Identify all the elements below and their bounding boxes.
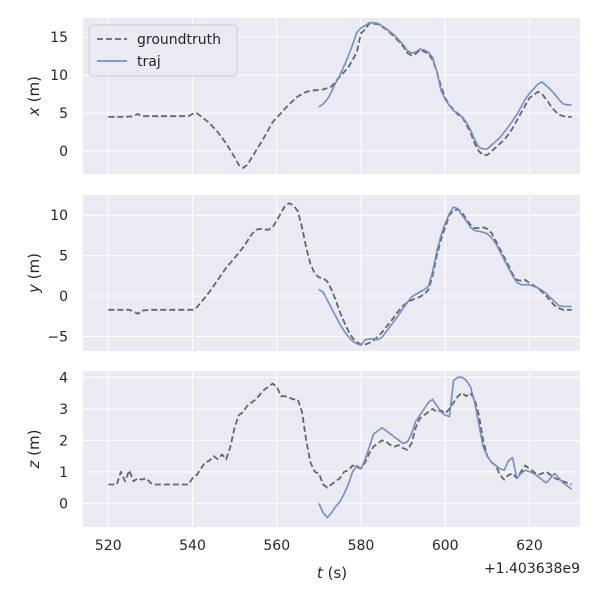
y-tick-label: 2 xyxy=(59,433,68,449)
x-tick-label: 600 xyxy=(432,538,459,554)
y-tick-label: 10 xyxy=(50,208,68,224)
x-axis-label: t (s) xyxy=(317,564,347,582)
y-tick-label: 0 xyxy=(59,496,68,512)
y-tick-label: 10 xyxy=(50,68,68,84)
plot-background xyxy=(83,195,580,351)
y-axis-label-var: y xyxy=(25,283,43,294)
y-tick-label: 4 xyxy=(59,370,68,386)
series-traj-line xyxy=(318,21,572,150)
y-tick-label: −5 xyxy=(47,329,68,345)
x-tick-label: 620 xyxy=(516,538,543,554)
legend: groundtruth traj xyxy=(88,24,238,77)
y-axis-label: x (m) xyxy=(25,76,43,117)
plot-background xyxy=(83,371,580,527)
y-axis-label-unit: (m) xyxy=(25,253,43,284)
y-tick-label: 5 xyxy=(59,106,68,122)
series-traj-line xyxy=(318,206,572,347)
y-tick-label: 15 xyxy=(50,30,68,46)
y-axis-label: y (m) xyxy=(25,253,43,294)
x-tick-label: 560 xyxy=(263,538,290,554)
y-axis-label-unit: (m) xyxy=(25,430,43,461)
legend-label-groundtruth: groundtruth xyxy=(137,32,221,48)
legend-label-traj: traj xyxy=(137,54,161,70)
series-groundtruth-line xyxy=(108,202,572,346)
panel-y: −5 0 5 10 y (m) xyxy=(25,195,580,351)
y-tick-label: 0 xyxy=(59,289,68,305)
x-tick-label: 520 xyxy=(95,538,122,554)
x-tick-label: 540 xyxy=(179,538,206,554)
y-axis-label-var: z xyxy=(25,459,43,469)
y-axis-label-unit: (m) xyxy=(25,76,43,107)
y-axis-label-var: x xyxy=(25,107,43,117)
series-groundtruth-line xyxy=(108,22,572,169)
x-axis-label-unit: (s) xyxy=(323,564,347,582)
panel-z: 520 540 560 580 600 620 0 1 2 3 4 z (m) xyxy=(25,370,580,554)
y-axis-label: z (m) xyxy=(25,430,43,470)
y-tick-label: 0 xyxy=(59,144,68,160)
y-tick-label: 1 xyxy=(59,465,68,481)
legend-box xyxy=(88,24,238,77)
x-axis-offset-label: +1.403638e9 xyxy=(484,561,580,577)
x-axis-label-var: t xyxy=(317,564,324,582)
y-tick-label: 3 xyxy=(59,402,68,418)
x-tick-label: 580 xyxy=(348,538,375,554)
y-tick-label: 5 xyxy=(59,249,68,265)
series-traj-line xyxy=(318,376,573,519)
